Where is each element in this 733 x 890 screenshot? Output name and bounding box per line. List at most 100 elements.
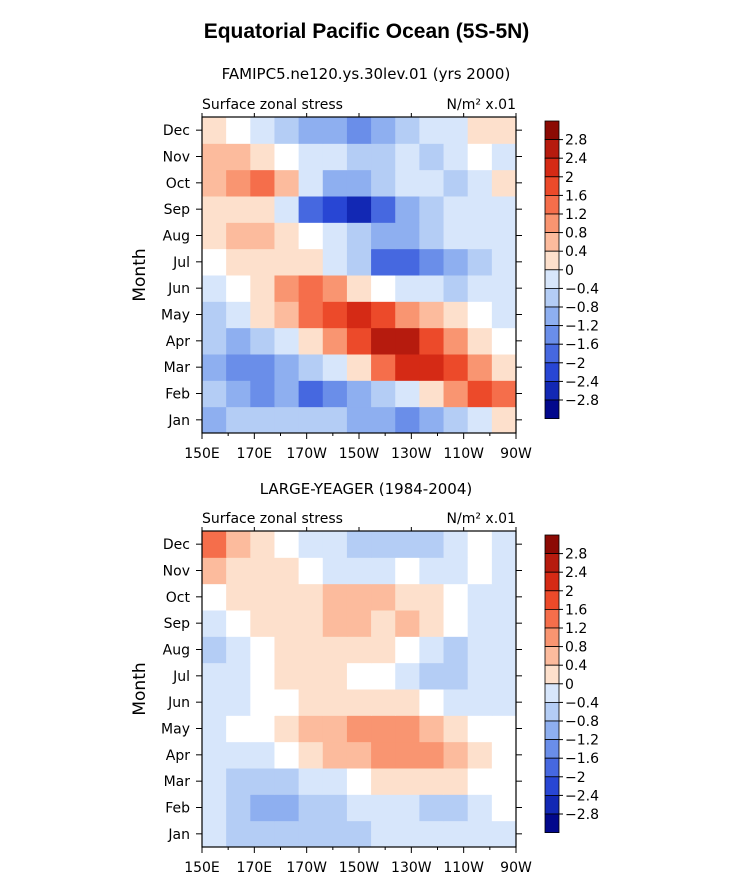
heatmap-cell	[467, 196, 493, 223]
colorbar-box	[544, 683, 560, 703]
heatmap-cell	[202, 662, 227, 690]
colorbar-box	[544, 139, 560, 159]
heatmap-cell	[371, 406, 396, 434]
heatmap-cell	[298, 117, 324, 144]
heatmap-cell	[443, 610, 469, 637]
heatmap-cell	[443, 222, 469, 250]
heatmap-cell	[226, 715, 251, 743]
heatmap-cell	[395, 820, 420, 848]
x-tick-label: 110W	[443, 860, 484, 876]
heatmap-cell	[274, 406, 300, 434]
y-tick-label: Feb	[165, 801, 190, 817]
heatmap-cell	[298, 196, 324, 223]
heatmap-cell	[467, 327, 493, 355]
heatmap-cell	[298, 222, 324, 250]
heatmap-cell	[226, 248, 251, 276]
panel-subtitle: Surface zonal stress	[202, 511, 343, 527]
x-tick-label: 110W	[443, 446, 484, 462]
heatmap-cell	[467, 820, 493, 848]
heatmap-cell	[250, 406, 275, 434]
heatmap-cell	[322, 301, 348, 329]
heatmap-cell	[443, 689, 469, 716]
x-tick-label: 130W	[391, 446, 432, 462]
colorbar-label: 1.6	[565, 188, 587, 204]
heatmap-cell	[346, 406, 372, 434]
heatmap-cell	[250, 380, 275, 408]
y-tick-label: Oct	[166, 176, 191, 192]
heatmap-cell	[443, 741, 469, 769]
y-tick-label: May	[161, 308, 190, 324]
colorbar-label: 0	[565, 677, 574, 693]
heatmap-cell	[419, 380, 445, 408]
heatmap-cell	[322, 117, 348, 144]
colorbar-box	[544, 399, 560, 420]
heatmap-cell	[491, 689, 517, 716]
heatmap-cell	[371, 741, 396, 769]
heatmap-cell	[298, 327, 324, 355]
heatmap-cell	[322, 715, 348, 743]
heatmap-cell	[467, 557, 493, 585]
heatmap-cell	[226, 143, 251, 171]
heatmap-cell	[371, 531, 396, 558]
heatmap-cell	[419, 636, 445, 664]
heatmap-cell	[443, 327, 469, 355]
x-tick-label: 90W	[500, 860, 532, 876]
heatmap-cell	[491, 557, 517, 585]
heatmap-cell	[395, 636, 420, 664]
heatmap-cell	[322, 169, 348, 197]
panel-subtitle: Surface zonal stress	[202, 97, 343, 113]
heatmap-cell	[346, 380, 372, 408]
heatmap-cell	[395, 169, 420, 197]
heatmap-cell	[322, 557, 348, 585]
heatmap-cell	[322, 354, 348, 381]
heatmap-cell	[419, 610, 445, 637]
heatmap-cell	[395, 354, 420, 381]
heatmap-cell	[226, 768, 251, 795]
y-tick-label: Feb	[165, 387, 190, 403]
heatmap-cell	[443, 583, 469, 611]
y-tick-label: Jan	[167, 413, 190, 429]
colorbar-label: 0.4	[565, 658, 587, 674]
heatmap-cell	[467, 354, 493, 381]
heatmap-cell	[419, 196, 445, 223]
heatmap-cell	[371, 636, 396, 664]
heatmap-cell	[443, 557, 469, 585]
heatmap-cell	[346, 143, 372, 171]
colorbar-label: 2	[565, 584, 574, 600]
heatmap-cell	[395, 662, 420, 690]
colorbar-box	[544, 325, 560, 345]
heatmap-cell	[202, 248, 227, 276]
heatmap-cell	[371, 354, 396, 381]
heatmap-cell	[274, 715, 300, 743]
heatmap-cell	[467, 583, 493, 611]
heatmap-cell	[346, 531, 372, 558]
heatmap-cell	[322, 406, 348, 434]
heatmap-cell	[395, 380, 420, 408]
colorbar-box	[544, 776, 560, 796]
heatmap-cell	[226, 222, 251, 250]
heatmap-cell	[395, 583, 420, 611]
heatmap-cell	[371, 557, 396, 585]
heatmap-cell	[322, 248, 348, 276]
heatmap-cell	[491, 741, 517, 769]
colorbar-box	[544, 250, 560, 271]
heatmap-cell	[226, 557, 251, 585]
colorbar-label: −0.4	[565, 695, 599, 711]
heatmap-cell	[250, 143, 275, 171]
heatmap-cell	[250, 768, 275, 795]
colorbar-label: −0.4	[565, 281, 599, 297]
colorbar-label: −2	[565, 770, 586, 786]
y-tick-label: Aug	[163, 229, 190, 245]
heatmap-cell	[419, 275, 445, 302]
heatmap-cell	[202, 557, 227, 585]
heatmap-cell	[322, 689, 348, 716]
heatmap-cell	[491, 222, 517, 250]
colorbar-box	[544, 739, 560, 759]
heatmap-cell	[250, 583, 275, 611]
heatmap-cell	[298, 636, 324, 664]
heatmap-cell	[250, 327, 275, 355]
heatmap-cell	[274, 583, 300, 611]
heatmap-cell	[250, 117, 275, 144]
heatmap-cell	[202, 794, 227, 822]
heatmap-cell	[346, 248, 372, 276]
